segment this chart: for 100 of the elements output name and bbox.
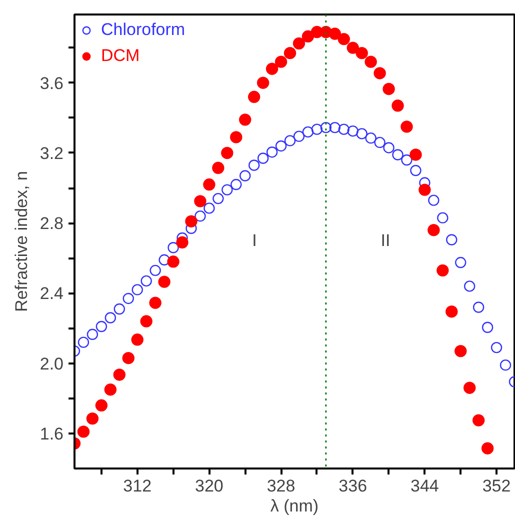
point [239,114,252,126]
x-axis-title: λ (nm) [270,496,319,516]
x-tick-label: 352 [482,476,511,496]
point [356,128,368,140]
point [86,412,99,425]
point [437,212,448,224]
y-tick-label: 2.4 [40,284,64,304]
x-tick-label: 344 [410,476,439,496]
point [482,322,494,333]
point [472,302,484,313]
legend-label: Chloroform [101,20,186,40]
point [86,328,98,340]
point [257,152,269,164]
point [274,56,288,68]
point [392,149,404,160]
point [472,414,485,426]
point [176,236,188,248]
point [168,242,179,254]
point [256,76,270,89]
y-tick-label: 1.6 [40,424,64,444]
point [320,122,332,134]
point [275,140,287,152]
point [78,336,90,348]
point [185,215,198,228]
point [338,124,350,135]
point [284,46,296,60]
point [464,382,476,394]
annotation: II [380,231,390,250]
y-tick-label: 3.6 [40,74,64,93]
point [446,234,458,246]
point [114,303,125,315]
point [490,342,502,354]
point [122,292,134,304]
point [131,334,144,346]
point [167,256,180,268]
point [455,256,466,268]
point [158,254,170,266]
point [329,122,341,134]
legend-label: DCM [101,46,140,66]
point [436,264,449,277]
point [383,142,394,154]
x-tick-label: 336 [338,476,368,496]
point [140,315,152,328]
x-tick-label: 320 [195,476,224,496]
point [410,148,422,161]
point [347,125,358,137]
point [382,82,395,96]
y-tick-label: 2.8 [40,214,64,234]
point [240,170,251,182]
x-tick-label: 328 [266,476,296,496]
point [293,130,305,142]
point [104,384,117,396]
point [203,178,216,191]
point [77,426,90,438]
point [150,264,161,276]
point [428,224,440,236]
point [222,184,233,196]
point [311,124,323,135]
point [248,90,260,103]
point [338,32,350,46]
y-tick-label: 2.0 [40,354,64,374]
y-axis-title: Refractive index, n [12,171,31,312]
point [230,131,242,144]
point [149,296,162,309]
point [374,136,386,148]
point [346,42,359,54]
point [95,399,108,412]
point [328,28,342,40]
annotation: I [252,231,257,250]
point [454,344,467,358]
point [374,67,386,80]
point [284,135,296,146]
point [302,30,314,42]
point [194,210,206,222]
point [401,154,412,166]
y-tick-label: 3.2 [40,144,64,163]
point [292,37,306,50]
point [410,164,422,176]
point [266,146,278,158]
point [266,62,278,75]
point [500,359,512,371]
point [248,160,260,171]
point [204,202,215,214]
point [464,280,476,292]
point [400,120,413,133]
point [140,275,152,287]
point [221,146,234,160]
point [365,132,376,144]
x-tick-label: 312 [123,476,152,496]
point [392,100,404,112]
point [302,126,314,138]
point [418,184,431,196]
point [428,194,440,206]
point [113,368,126,381]
point [122,352,134,364]
point [364,56,377,68]
point [132,284,143,296]
point [446,306,458,318]
point [481,442,494,454]
point [104,312,116,324]
